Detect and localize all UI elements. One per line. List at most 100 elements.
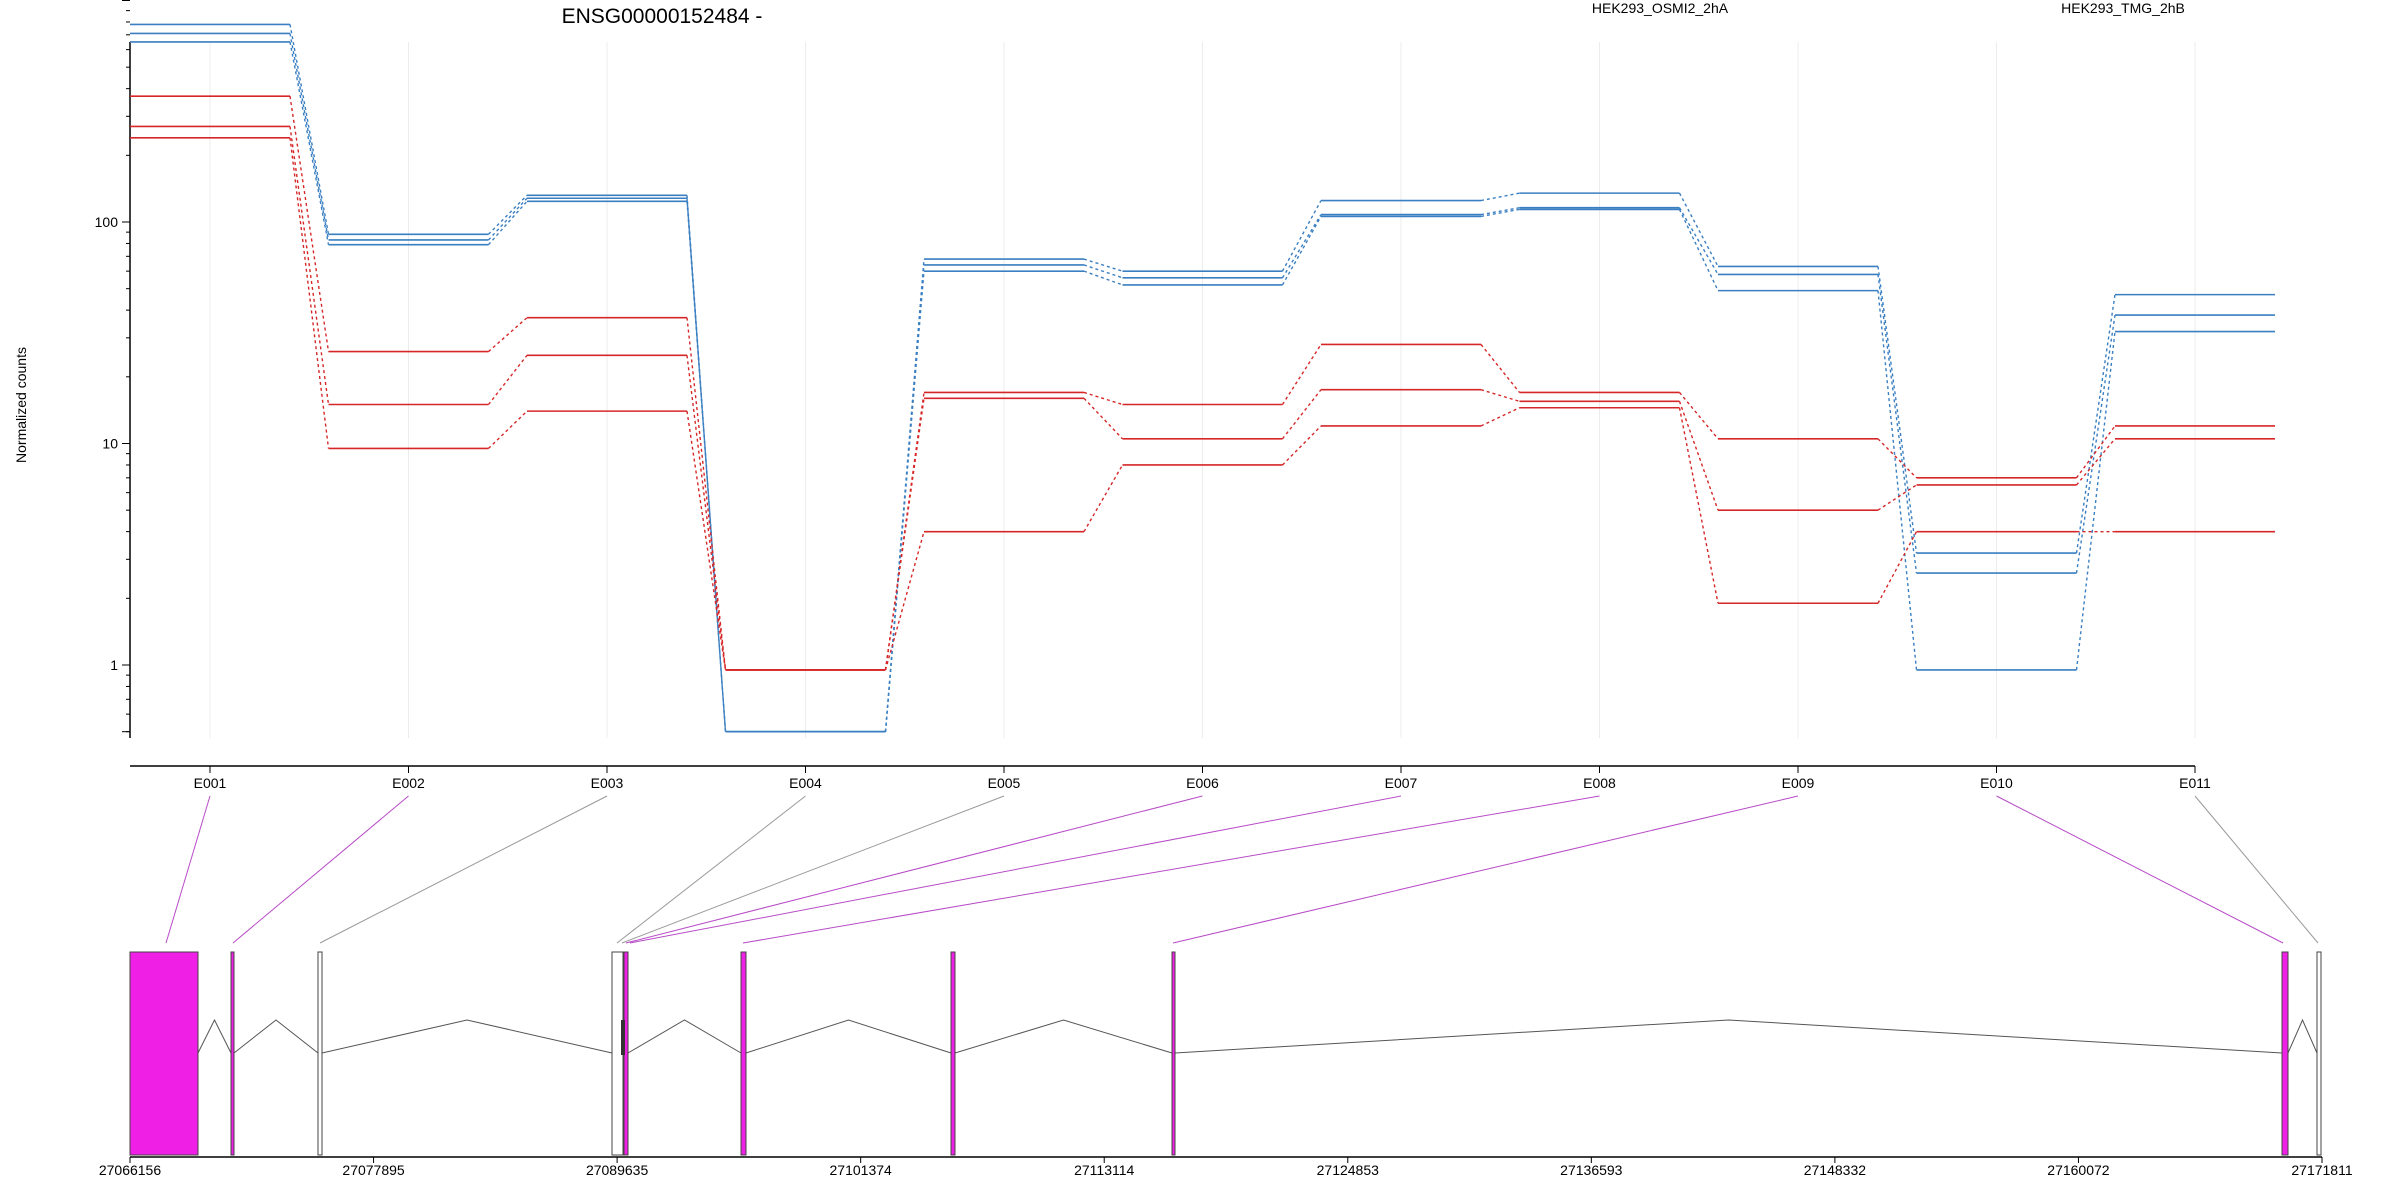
exon-transition-dotted (1083, 391, 1123, 406)
exon-connector (232, 795, 409, 944)
exon-transition-dotted (1678, 192, 1719, 267)
exon-transition-dotted (487, 197, 528, 241)
intron-line (2287, 1018, 2318, 1054)
exon-transition-dotted (2075, 425, 2116, 479)
exon-transition-dotted (1480, 207, 1520, 216)
coord-tick-label: 27113114 (1074, 1162, 1134, 1178)
exon-transition-dotted (2075, 331, 2116, 671)
exon-transition-dotted (487, 354, 528, 405)
exon-transition-dotted (1877, 438, 1917, 479)
exon-box-highlighted (129, 951, 199, 1156)
exon-transition-dotted (1083, 397, 1124, 440)
exon-transition-dotted (2075, 294, 2116, 554)
genomic-coordinate-axis: 27066156 27077895 27089635 27101374 27113114… (99, 1156, 2353, 1178)
series-6 (130, 136, 2275, 671)
exon-connector (2194, 795, 2319, 944)
exon-connector (1172, 795, 1799, 944)
exon-box-highlighted (2281, 951, 2289, 1156)
exon-transition-dotted (1877, 531, 1918, 604)
exon-box-highlighted (1171, 951, 1176, 1156)
exon-transition-dotted (686, 411, 727, 671)
y-axis: 1 10 100 (95, 0, 131, 738)
exon-box-highlighted (230, 951, 235, 1156)
coord-tick-label: 27136593 (1560, 1162, 1623, 1178)
gridlines (209, 42, 2196, 738)
exon-transition-dotted (1877, 484, 1917, 511)
exon-connector (319, 795, 608, 944)
exon-box-highlighted (740, 951, 747, 1156)
series-lines (130, 23, 2275, 733)
exon-transition-dotted (1281, 389, 1322, 440)
x-tick-label-E011: E011 (2179, 775, 2211, 791)
x-tick-label-E008: E008 (1583, 775, 1616, 791)
exon-transition-dotted (289, 24, 330, 235)
exon-transition-dotted (1281, 214, 1322, 279)
exon-transition-dotted (1678, 401, 1719, 511)
y-axis-label: Normalized counts (13, 347, 29, 463)
intron-line (1174, 1019, 2283, 1054)
exon-transition-dotted (884, 271, 925, 732)
exon-connector (742, 795, 1600, 944)
exon-transition-dotted (1083, 270, 1123, 286)
exon-transition-dotted (488, 317, 528, 353)
exon-connector (625, 795, 1203, 944)
exon-connector (1996, 795, 2284, 944)
exon-transition-dotted (1480, 388, 1520, 403)
exon-transition-dotted (289, 126, 330, 405)
exon-connector (629, 795, 1402, 944)
exon-transition-dotted (1083, 264, 1123, 279)
exon-transition-dotted (686, 317, 727, 671)
x-tick-label-E007: E007 (1385, 775, 1418, 791)
exon-marker (621, 1020, 625, 1055)
exon-transition-dotted (289, 137, 330, 449)
series-5 (130, 125, 2275, 671)
exon-transition-dotted (1083, 464, 1124, 532)
legend-label-osmi2: HEK293_OSMI2_2hA (1592, 0, 1729, 16)
exon-box (317, 951, 323, 1156)
exon-transition-dotted (1877, 290, 1918, 671)
exon-transition-dotted (1678, 209, 1719, 291)
exon-transition-dotted (289, 41, 330, 245)
intron-line (197, 1018, 232, 1054)
series-3 (130, 41, 2275, 733)
coord-tick-label: 27171811 (2291, 1162, 2352, 1178)
x-axis: E001 E002 E003 E004 E005 E006 E007 E008 E009 E010… (130, 765, 2211, 791)
exon-transition-dotted (1877, 274, 1918, 574)
chart-title: ENSG00000152484 - (562, 5, 763, 28)
intron-line (627, 1019, 742, 1054)
exon-transition-dotted (2075, 314, 2116, 574)
exon-transition-dotted (2075, 438, 2116, 486)
coord-tick-label: 27124853 (1317, 1162, 1380, 1178)
intron-line (233, 1019, 319, 1054)
exon-transition-dotted (1678, 407, 1719, 604)
exon-connector (165, 795, 211, 944)
exon-box-highlighted (950, 951, 956, 1156)
exon-transition-dotted (686, 201, 727, 732)
exon-transition-dotted (1281, 200, 1322, 272)
x-tick-label-E003: E003 (591, 775, 624, 791)
exon-transition-dotted (1480, 208, 1520, 218)
exon-transition-dotted (884, 398, 925, 671)
exon-transition-dotted (686, 355, 727, 671)
exon-transition-dotted (1083, 258, 1123, 272)
exon-transition-dotted (488, 194, 528, 235)
exon-transition-dotted (289, 33, 330, 241)
intron-line (321, 1019, 613, 1054)
exon-transition-dotted (1480, 192, 1520, 202)
exon-transition-dotted (1281, 216, 1322, 286)
x-tick-label-E006: E006 (1186, 775, 1219, 791)
x-tick-label-E001: E001 (194, 775, 227, 791)
exon-transition-dotted (1281, 344, 1322, 405)
coord-tick-label: 27148332 (1804, 1162, 1867, 1178)
exon-connector (621, 795, 1005, 944)
coord-tick-label: 27077895 (342, 1162, 405, 1178)
exon-transition-dotted (1480, 344, 1521, 393)
exon-transition-dotted (686, 198, 727, 732)
x-tick-label-E005: E005 (988, 775, 1021, 791)
exon-transition-dotted (487, 200, 528, 246)
coord-tick-label: 27160072 (2047, 1162, 2110, 1178)
y-tick-label: 1 (110, 657, 118, 673)
gene-model (129, 951, 2322, 1156)
exon-transition-dotted (1678, 207, 1719, 275)
